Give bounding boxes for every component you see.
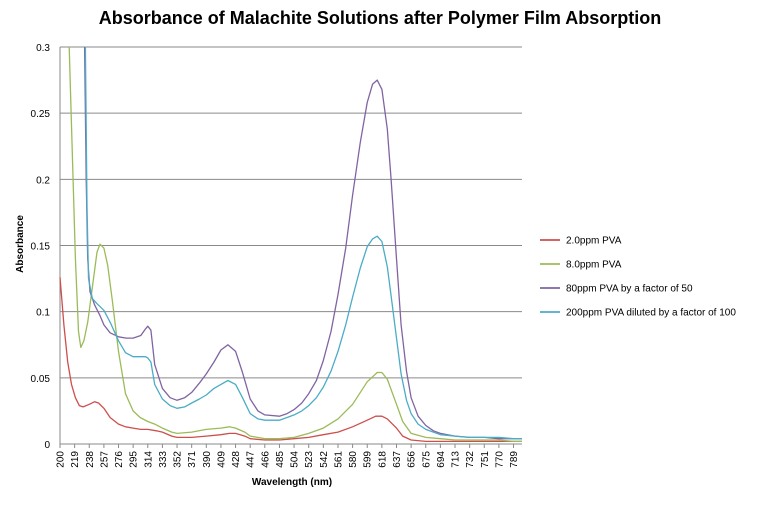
x-tick-label: 333 [158, 451, 169, 468]
series-line-3 [83, 46, 522, 440]
x-tick-label: 352 [173, 451, 184, 468]
y-axis-ticks: 0 0.05 0.1 0.15 0.2 0.25 0.3 [31, 43, 51, 451]
y-tick-label: 0.1 [36, 308, 50, 319]
gridlines [60, 46, 522, 379]
x-tick-label: 466 [260, 451, 271, 468]
y-tick-label: 0.3 [36, 43, 50, 54]
x-tick-label: 599 [363, 451, 374, 468]
x-tick-label: 789 [509, 451, 520, 468]
y-tick-label: 0.2 [36, 175, 50, 186]
x-tick-label: 485 [275, 451, 286, 468]
x-tick-label: 447 [246, 451, 257, 468]
series-line-4 [84, 46, 522, 440]
x-tick-label: 770 [494, 451, 505, 468]
y-tick-label: 0.05 [31, 374, 51, 385]
x-tick-label: 371 [187, 451, 198, 468]
y-tick-label: 0.25 [31, 109, 51, 120]
x-axis-title: Wavelength (nm) [252, 477, 332, 488]
legend-label: 8.0ppm PVA [566, 260, 622, 271]
x-tick-label: 637 [392, 451, 403, 468]
y-tick-label: 0 [44, 440, 50, 451]
series-line-1 [59, 277, 522, 443]
x-tick-label: 295 [129, 451, 140, 468]
x-tick-label: 428 [231, 451, 242, 468]
x-tick-label: 257 [99, 451, 110, 468]
x-tick-label: 219 [70, 451, 81, 468]
x-tick-label: 390 [202, 451, 213, 468]
x-tick-label: 200 [56, 451, 67, 468]
legend-label: 200ppm PVA diluted by a factor of 100 [566, 308, 736, 319]
x-tick-label: 751 [480, 451, 491, 468]
y-axis-title: Absorbance [15, 215, 26, 273]
legend-label: 80ppm PVA by a factor of 50 [566, 284, 693, 295]
x-tick-label: 618 [377, 451, 388, 468]
x-tick-label: 238 [85, 451, 96, 468]
x-tick-label: 732 [465, 451, 476, 468]
x-tick-label: 713 [451, 451, 462, 468]
x-axis-ticks: 200 219 238 257 276 295 314 333 352 371 390 409 428 4… [56, 444, 520, 468]
legend: 2.0ppm PVA 8.0ppm PVA 80ppm PVA by a facto… [540, 236, 736, 319]
chart-title: Absorbance of Malachite Solutions after … [99, 8, 661, 28]
series-lines [59, 46, 522, 443]
x-tick-label: 542 [319, 451, 330, 468]
x-tick-label: 504 [290, 451, 301, 468]
x-tick-label: 580 [348, 451, 359, 468]
legend-label: 2.0ppm PVA [566, 236, 622, 247]
x-tick-label: 675 [421, 451, 432, 468]
x-tick-label: 314 [143, 451, 154, 468]
x-tick-label: 409 [216, 451, 227, 468]
x-tick-label: 276 [114, 451, 125, 468]
x-tick-label: 656 [407, 451, 418, 468]
x-tick-label: 694 [436, 451, 447, 468]
y-tick-label: 0.15 [31, 242, 51, 253]
x-tick-label: 561 [333, 451, 344, 468]
series-line-2 [68, 46, 522, 443]
x-tick-label: 523 [304, 451, 315, 468]
